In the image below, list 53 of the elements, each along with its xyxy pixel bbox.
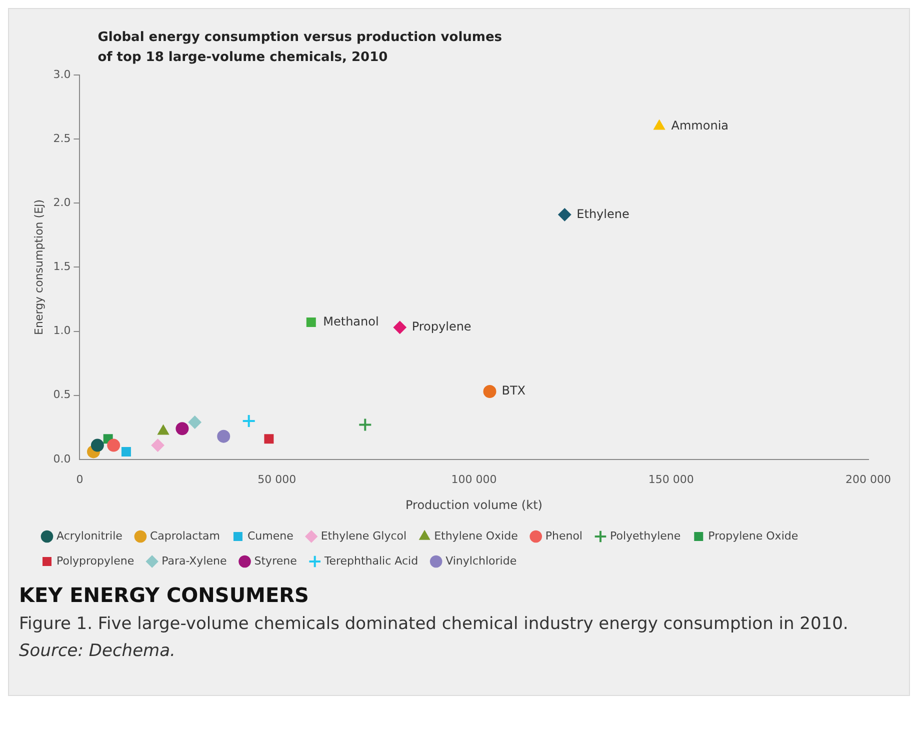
y-tick-label: 0.5 bbox=[53, 388, 71, 402]
legend-label: Terephthalic Acid bbox=[323, 554, 418, 568]
legend-label: Vinylchloride bbox=[446, 554, 517, 568]
legend-label: Para-Xylene bbox=[162, 554, 227, 568]
text: Global energy consumption versus production volumes bbox=[98, 30, 502, 45]
y-tick-label: 2.0 bbox=[53, 196, 71, 209]
y-tick-label: 3.0 bbox=[53, 68, 71, 81]
point bbox=[90, 438, 104, 452]
point bbox=[483, 384, 496, 398]
annotation: Ethylene bbox=[576, 206, 630, 221]
legend-label: Acrylonitrile bbox=[56, 529, 123, 542]
x-tick-label: 200 000 bbox=[846, 472, 892, 486]
legend-label: Phenol bbox=[545, 529, 582, 542]
legend-label: Ethylene Glycol bbox=[320, 529, 407, 542]
point bbox=[217, 430, 230, 443]
text: KEY ENERGY CONSUMERS bbox=[19, 583, 310, 607]
point bbox=[264, 434, 274, 444]
x-tick-label: 0 bbox=[76, 472, 84, 486]
x-tick-label: 100 000 bbox=[451, 472, 497, 486]
legend-label: Ethylene Oxide bbox=[434, 529, 518, 542]
point bbox=[188, 416, 202, 429]
point bbox=[242, 414, 256, 428]
point bbox=[158, 424, 169, 435]
y-tick-label: 1.5 bbox=[53, 260, 71, 274]
annotation: Ammonia bbox=[671, 118, 729, 132]
y-tick-label: 0.0 bbox=[53, 452, 71, 466]
point bbox=[358, 418, 372, 432]
legend-label: Propylene Oxide bbox=[708, 529, 798, 542]
point bbox=[393, 320, 406, 334]
point bbox=[306, 318, 316, 328]
legend-label: Polyethylene bbox=[610, 529, 681, 542]
x-tick-label: 150 000 bbox=[648, 472, 694, 486]
legend-label: Polypropylene bbox=[56, 554, 134, 568]
point bbox=[121, 446, 131, 456]
legend-label: Styrene bbox=[254, 554, 298, 568]
point bbox=[176, 422, 189, 436]
point bbox=[151, 438, 164, 452]
annotation: Propylene bbox=[412, 320, 472, 334]
point bbox=[107, 438, 120, 452]
legend-label: Cumene bbox=[247, 529, 294, 542]
legend-label: Caprolactam bbox=[150, 529, 220, 542]
x-axis-title: Production volume (kt) bbox=[406, 498, 542, 512]
y-tick-label: 1.0 bbox=[53, 324, 71, 338]
y-axis-title: Energy consumption (EJ) bbox=[32, 199, 46, 335]
source-note: Source: Dechema. bbox=[19, 641, 176, 662]
annotation: Methanol bbox=[323, 314, 379, 328]
point bbox=[654, 120, 665, 130]
y-tick-label: 2.5 bbox=[53, 132, 71, 145]
text: of top 18 large-volume chemicals, 2010 bbox=[98, 50, 388, 65]
x-tick-label: 50 000 bbox=[258, 472, 296, 486]
point bbox=[558, 208, 572, 222]
annotation: BTX bbox=[502, 384, 526, 398]
caption: Figure 1. Five large-volume chemicals dominated chemical industry energy consumption in 2010. bbox=[19, 614, 848, 634]
